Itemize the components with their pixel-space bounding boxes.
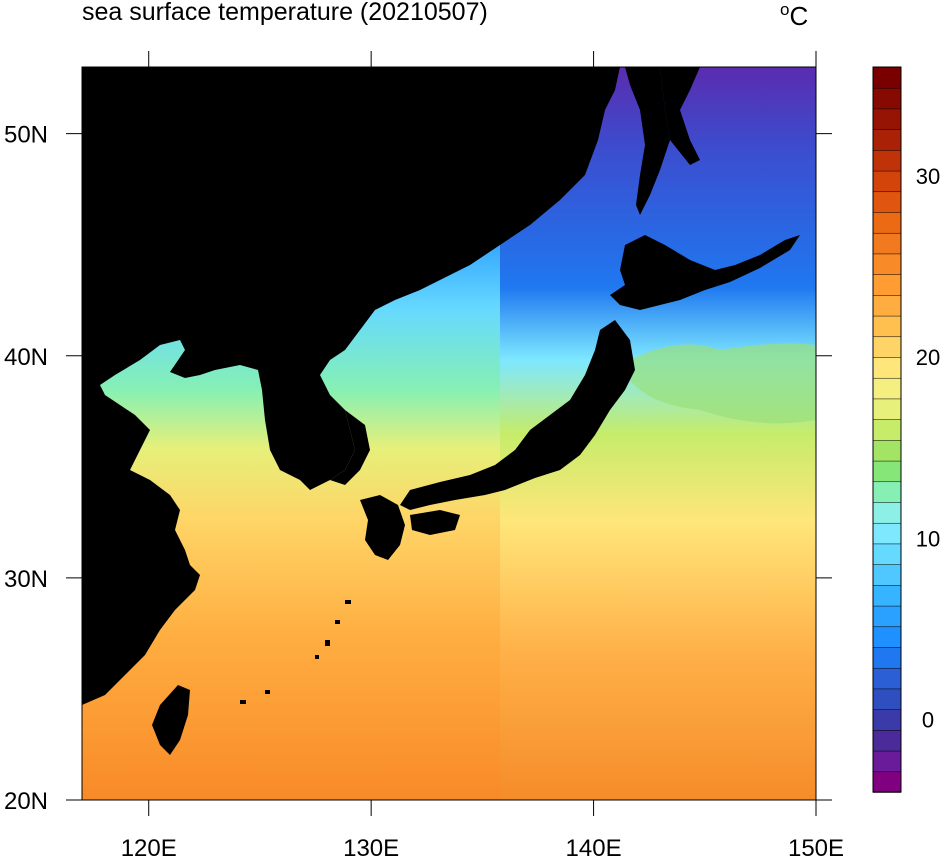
plot-frame: [81, 66, 817, 801]
colorbar-swatch: [872, 418, 902, 441]
colorbar-swatch: [872, 708, 902, 731]
map-title: sea surface temperature (20210507): [82, 0, 488, 26]
colorbar-tick-label: 20: [916, 345, 940, 370]
colorbar-swatch: [872, 460, 902, 483]
colorbar: 0 10 20 30: [872, 66, 940, 793]
colorbar-swatch: [872, 273, 902, 296]
korea-east-coast: [330, 410, 370, 485]
warm-tongue: [630, 343, 816, 424]
colorbar-swatch: [872, 87, 902, 110]
asia-mainland: [82, 67, 620, 705]
colorbar-swatch: [872, 398, 902, 420]
colorbar-swatch: [872, 336, 902, 358]
colorbar-tick-label: 0: [922, 708, 934, 733]
colorbar-swatch: [872, 605, 902, 628]
lat-tick-label: 40N: [4, 344, 48, 371]
colorbar-swatch: [872, 356, 902, 379]
colorbar-swatch: [872, 191, 902, 213]
colorbar-swatch: [872, 232, 902, 255]
lat-tick-label: 20N: [4, 788, 48, 815]
colorbar-swatch: [872, 667, 902, 690]
colorbar-swatch: [872, 439, 902, 462]
taiwan: [152, 685, 190, 755]
degree-sign: o: [780, 0, 790, 19]
colorbar-swatch: [872, 149, 902, 172]
colorbar-tick-label: 30: [916, 164, 940, 189]
lon-tick-label: 130E: [343, 835, 399, 858]
colorbar-swatch: [872, 771, 902, 793]
lon-tick-label: 150E: [788, 835, 844, 858]
colorbar-swatch: [872, 108, 902, 130]
longitude-axis: 120E 130E 140E 150E: [121, 51, 844, 858]
colorbar-swatch: [872, 253, 902, 275]
colorbar-swatch: [872, 543, 902, 565]
colorbar-swatch: [872, 211, 902, 234]
kamchatka-kuril: [660, 67, 700, 165]
hokkaido: [610, 235, 800, 310]
colorbar-swatch: [872, 688, 902, 710]
latitude-axis: 20N 30N 40N 50N: [4, 122, 832, 815]
ryukyu-islands: [240, 600, 351, 704]
lat-tick-label: 50N: [4, 122, 48, 149]
colorbar-swatch: [872, 626, 902, 648]
colorbar-swatch: [872, 646, 902, 669]
sakhalin: [625, 67, 670, 215]
colorbar-swatch: [872, 522, 902, 545]
colorbar-swatch: [872, 170, 902, 193]
colorbar-swatch: [872, 481, 902, 503]
honshu: [400, 320, 635, 510]
colorbar-swatch: [872, 294, 902, 317]
colorbar-swatch: [872, 750, 902, 773]
shikoku: [410, 510, 460, 535]
colorbar-swatch: [872, 563, 902, 586]
unit-label: oC: [780, 0, 808, 32]
colorbar-frame: [872, 66, 902, 793]
unit-letter: C: [789, 1, 809, 31]
colorbar-swatch: [872, 377, 902, 400]
colorbar-swatch: [872, 729, 902, 752]
colorbar-tick-label: 10: [916, 526, 940, 551]
colorbar-swatch: [872, 128, 902, 151]
colorbar-swatch: [872, 501, 902, 524]
colorbar-swatch: [872, 66, 902, 89]
lon-tick-label: 140E: [566, 835, 622, 858]
lat-tick-label: 30N: [4, 566, 48, 593]
colorbar-swatch: [872, 584, 902, 607]
colorbar-swatch: [872, 315, 902, 338]
kyushu: [360, 495, 405, 560]
lon-tick-label: 120E: [121, 835, 177, 858]
